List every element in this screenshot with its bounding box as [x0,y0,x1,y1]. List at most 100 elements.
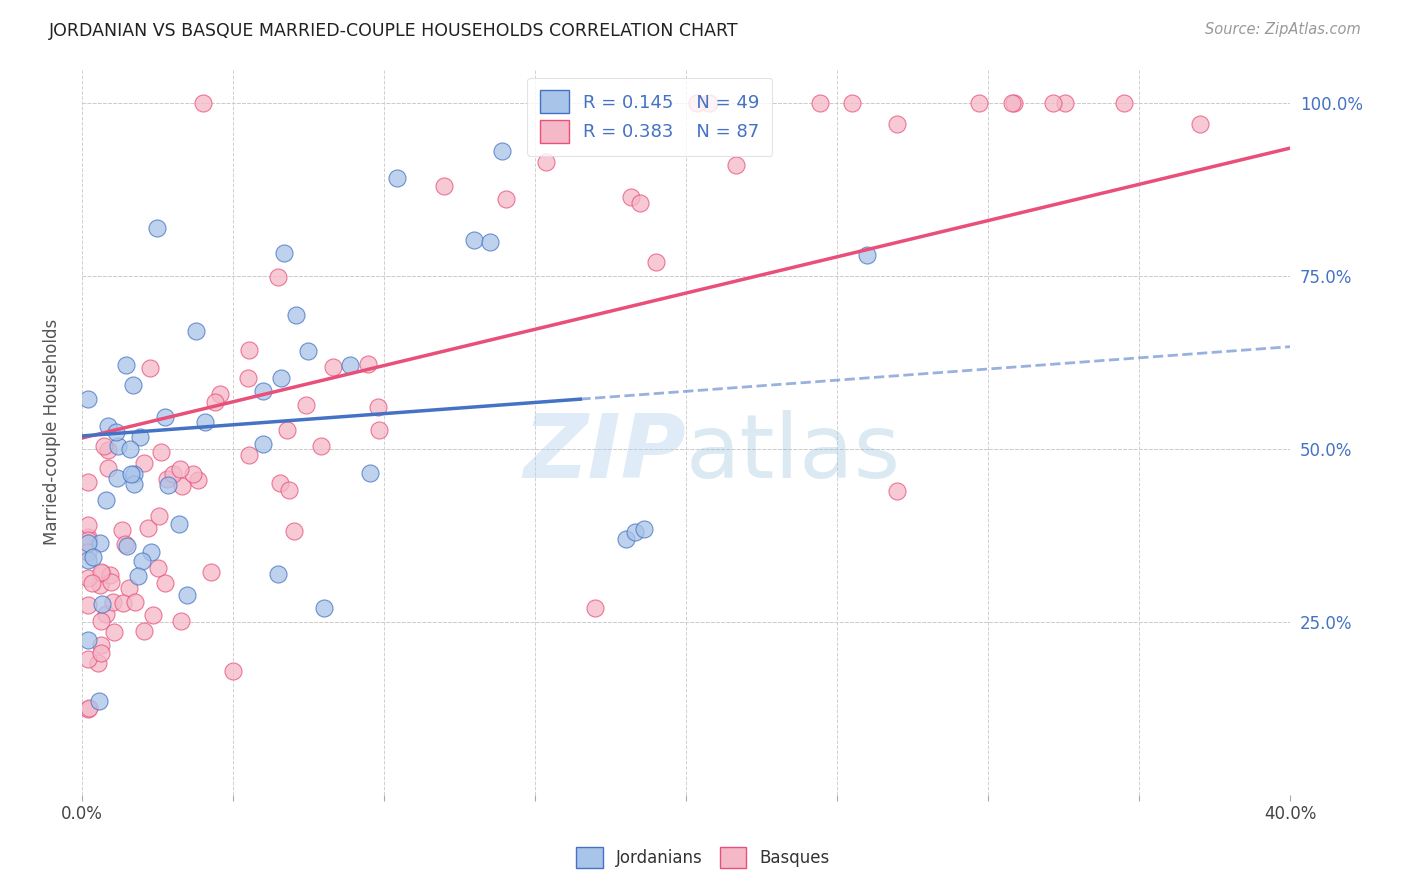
Point [252,384,274,399]
Point [77,632,100,647]
Point [148,508,170,523]
Point [82,550,104,565]
Point [536,155,558,169]
Point [312,601,335,615]
Point [129,430,152,444]
Point [149,445,172,459]
Point [1001,96,1024,111]
Point [77,701,100,715]
Point [1042,96,1064,111]
Point [170,615,193,629]
Point [153,576,176,591]
Point [90,566,112,581]
Point [238,343,260,357]
Point [146,561,169,575]
Point [141,545,163,559]
Point [77,530,100,544]
Point [77,545,100,559]
Point [463,233,485,247]
Point [90,566,112,580]
Legend: R = 0.145    N = 49, R = 0.383    N = 87: R = 0.145 N = 49, R = 0.383 N = 87 [527,78,772,155]
Point [155,410,177,425]
Point [118,442,141,457]
Y-axis label: Married-couple Households: Married-couple Households [44,318,60,545]
Point [620,190,643,204]
Point [124,467,146,481]
Point [169,462,191,476]
Point [156,472,179,486]
Point [124,595,146,609]
Point [117,540,139,554]
Point [77,598,100,612]
Point [80,576,103,591]
Point [139,360,162,375]
Point [309,439,332,453]
Point [267,270,290,285]
Point [120,467,142,481]
Point [969,96,991,111]
Text: atlas: atlas [686,410,901,497]
Point [170,479,193,493]
Point [156,478,179,492]
Point [322,359,344,374]
Point [238,448,260,462]
Point [1054,96,1077,111]
Point [77,536,100,550]
Point [359,466,381,480]
Point [886,483,908,498]
Point [111,523,134,537]
Point [1188,117,1211,131]
Point [142,607,165,622]
Point [686,96,709,111]
Point [105,425,128,439]
Point [267,566,290,581]
Point [623,525,645,540]
Point [111,596,134,610]
Point [77,553,100,567]
Point [841,96,863,111]
Point [77,571,100,585]
Point [89,694,111,708]
Point [162,467,184,481]
Point [97,419,120,434]
Point [93,439,115,453]
Point [89,578,111,592]
Point [94,493,117,508]
Point [339,358,361,372]
Text: JORDANIAN VS BASQUE MARRIED-COUPLE HOUSEHOLDS CORRELATION CHART: JORDANIAN VS BASQUE MARRIED-COUPLE HOUSE… [49,22,738,40]
Point [368,423,391,437]
Point [236,371,259,385]
Text: Source: ZipAtlas.com: Source: ZipAtlas.com [1205,22,1361,37]
Point [77,392,100,407]
Point [614,532,637,546]
Point [644,255,666,269]
Point [433,179,456,194]
Point [114,536,136,550]
Point [270,371,292,385]
Point [277,483,299,497]
Point [367,400,389,414]
Point [87,656,110,670]
Point [495,192,517,206]
Point [191,96,214,111]
Point [222,664,245,678]
Point [181,467,204,482]
Point [90,615,112,629]
Point [77,518,100,533]
Point [284,308,307,322]
Point [127,569,149,583]
Point [134,456,156,470]
Point [628,196,651,211]
Point [89,536,111,550]
Point [77,651,100,665]
Point [699,96,721,111]
Point [107,439,129,453]
Point [131,554,153,568]
Point [90,646,112,660]
Point [1002,96,1025,111]
Point [633,522,655,536]
Point [200,566,222,580]
Point [103,624,125,639]
Point [491,144,513,158]
Legend: Jordanians, Basques: Jordanians, Basques [569,840,837,875]
